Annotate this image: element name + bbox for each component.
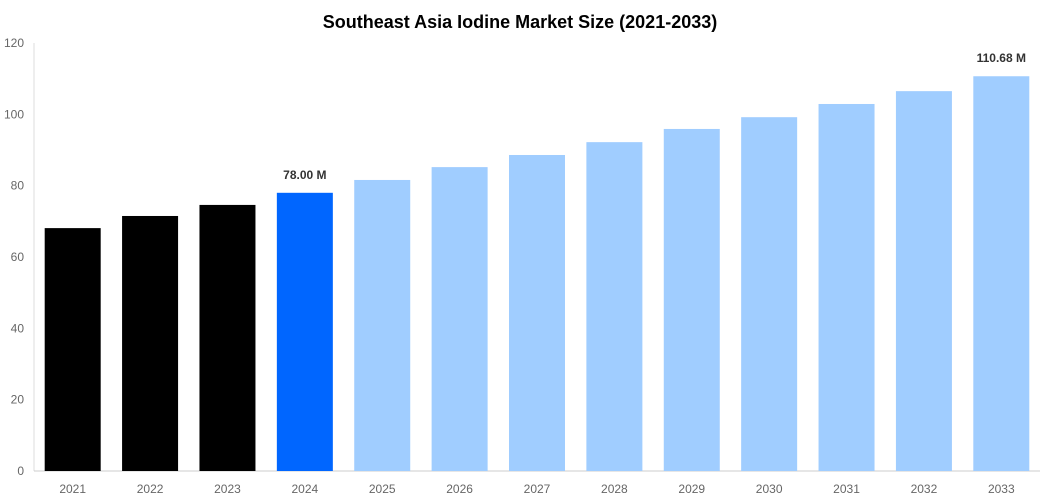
x-tick-label: 2023: [214, 482, 241, 496]
bar-2027: [509, 154, 565, 471]
x-tick-label: 2033: [988, 482, 1015, 496]
y-tick-label: 120: [4, 36, 24, 50]
bar-2026: [431, 167, 488, 471]
bar-2023: [199, 204, 256, 471]
x-tick-label: 2021: [59, 482, 86, 496]
bar-2032: [895, 91, 952, 472]
x-tick-label: 2028: [601, 482, 628, 496]
x-tick-label: 2025: [369, 482, 396, 496]
bar-2031: [818, 103, 875, 472]
x-tick-label: 2031: [833, 482, 860, 496]
x-tick-label: 2032: [911, 482, 938, 496]
x-tick-label: 2029: [678, 482, 705, 496]
x-tick-label: 2024: [291, 482, 318, 496]
data-label: 78.00 M: [283, 168, 326, 182]
y-tick-label: 40: [11, 321, 25, 335]
x-tick-label: 2022: [137, 482, 164, 496]
bar-2022: [122, 215, 179, 471]
y-tick-label: 60: [11, 250, 25, 264]
x-tick-label: 2027: [524, 482, 551, 496]
data-label: 110.68 M: [977, 51, 1026, 65]
chart-title: Southeast Asia Iodine Market Size (2021-…: [323, 12, 717, 32]
bar-2024: [276, 192, 333, 472]
y-tick-label: 20: [11, 393, 25, 407]
bar-2028: [586, 142, 643, 472]
bar-2025: [354, 179, 411, 471]
y-tick-label: 0: [17, 464, 24, 478]
bar-2029: [663, 128, 720, 471]
bar-2030: [741, 117, 798, 471]
bar-2021: [44, 228, 101, 471]
x-tick-label: 2030: [756, 482, 783, 496]
x-tick-label: 2026: [446, 482, 473, 496]
y-tick-label: 100: [4, 107, 24, 121]
y-tick-label: 80: [11, 179, 25, 193]
bar-2033: [973, 76, 1030, 471]
